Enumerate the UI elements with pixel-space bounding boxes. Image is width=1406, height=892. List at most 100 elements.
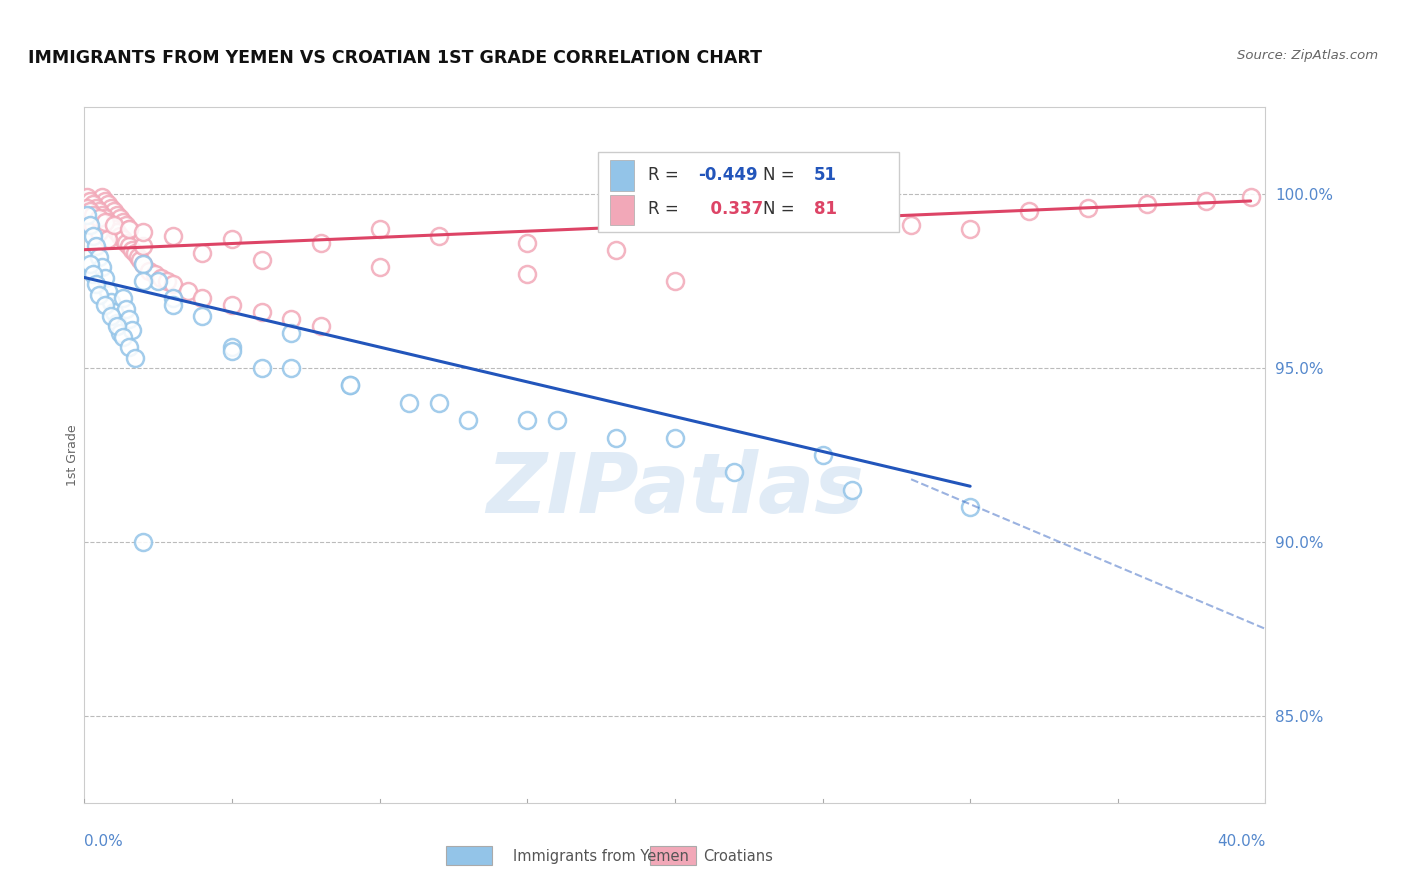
Point <box>108 326 131 341</box>
Point <box>368 260 391 274</box>
Point <box>398 396 420 410</box>
Point <box>87 250 111 264</box>
Point <box>114 301 136 316</box>
Point <box>118 312 141 326</box>
Point <box>111 292 134 306</box>
Point <box>94 211 117 226</box>
Point <box>111 232 134 246</box>
Point <box>105 319 128 334</box>
Point <box>111 329 134 343</box>
Point <box>118 222 141 236</box>
Point <box>87 288 111 302</box>
Point <box>457 413 479 427</box>
Point <box>1195 194 1218 208</box>
Point <box>129 253 152 268</box>
Point <box>84 239 107 253</box>
Point <box>76 208 98 222</box>
Point <box>250 361 273 376</box>
Point <box>280 361 302 376</box>
Point <box>162 298 184 312</box>
Point <box>97 197 120 211</box>
Point <box>309 319 332 334</box>
Point <box>82 228 104 243</box>
Point <box>121 323 143 337</box>
Point <box>114 219 136 233</box>
Point <box>79 219 101 233</box>
Point <box>156 274 179 288</box>
Point <box>114 235 136 250</box>
Point <box>103 305 125 319</box>
Point <box>84 204 107 219</box>
Point <box>1018 204 1040 219</box>
Point <box>516 267 538 281</box>
Point <box>111 215 134 229</box>
Point <box>82 197 104 211</box>
Point <box>94 298 117 312</box>
FancyBboxPatch shape <box>598 153 900 232</box>
Point <box>280 312 302 326</box>
Point <box>339 378 361 392</box>
Point <box>664 431 686 445</box>
Point <box>162 292 184 306</box>
Point <box>97 285 120 299</box>
Point <box>132 274 155 288</box>
Text: R =: R = <box>648 201 683 219</box>
Text: N =: N = <box>763 201 800 219</box>
Text: 0.337: 0.337 <box>699 201 762 219</box>
Point <box>76 194 98 208</box>
Point <box>368 222 391 236</box>
Point <box>723 466 745 480</box>
Point <box>132 257 155 271</box>
Point <box>91 208 114 222</box>
FancyBboxPatch shape <box>610 194 634 226</box>
Point <box>79 194 101 208</box>
Point <box>162 277 184 292</box>
Point <box>191 246 214 260</box>
Point <box>546 413 568 427</box>
Point <box>605 431 627 445</box>
Point <box>82 219 104 233</box>
Point <box>124 246 146 260</box>
Point <box>94 270 117 285</box>
Point <box>105 225 128 239</box>
Point <box>959 222 981 236</box>
Text: 81: 81 <box>814 201 837 219</box>
Point <box>811 215 834 229</box>
Point <box>87 204 111 219</box>
Point <box>79 257 101 271</box>
Point <box>94 194 117 208</box>
Point <box>177 285 200 299</box>
Text: 0.0%: 0.0% <box>84 834 124 849</box>
Point <box>82 201 104 215</box>
FancyBboxPatch shape <box>610 160 634 191</box>
Point <box>221 298 243 312</box>
Text: N =: N = <box>763 166 800 185</box>
Point <box>132 225 155 239</box>
Point <box>100 294 122 309</box>
Point <box>108 211 131 226</box>
Point <box>143 267 166 281</box>
Point <box>118 222 141 236</box>
Point <box>427 228 450 243</box>
Point <box>82 208 104 222</box>
Point <box>900 219 922 233</box>
Point <box>339 378 361 392</box>
Point <box>100 219 122 233</box>
Point <box>516 235 538 250</box>
Point <box>162 228 184 243</box>
Point <box>250 253 273 268</box>
Point <box>132 239 155 253</box>
Point <box>118 340 141 354</box>
Point <box>97 215 120 229</box>
Point <box>664 208 686 222</box>
Point <box>1240 190 1263 204</box>
Point <box>91 190 114 204</box>
Text: Immigrants from Yemen: Immigrants from Yemen <box>513 849 689 863</box>
Point <box>100 201 122 215</box>
Point <box>221 232 243 246</box>
Text: IMMIGRANTS FROM YEMEN VS CROATIAN 1ST GRADE CORRELATION CHART: IMMIGRANTS FROM YEMEN VS CROATIAN 1ST GR… <box>28 49 762 67</box>
Point <box>132 535 155 549</box>
Point <box>79 211 101 226</box>
Point <box>103 222 125 236</box>
Point <box>150 270 173 285</box>
